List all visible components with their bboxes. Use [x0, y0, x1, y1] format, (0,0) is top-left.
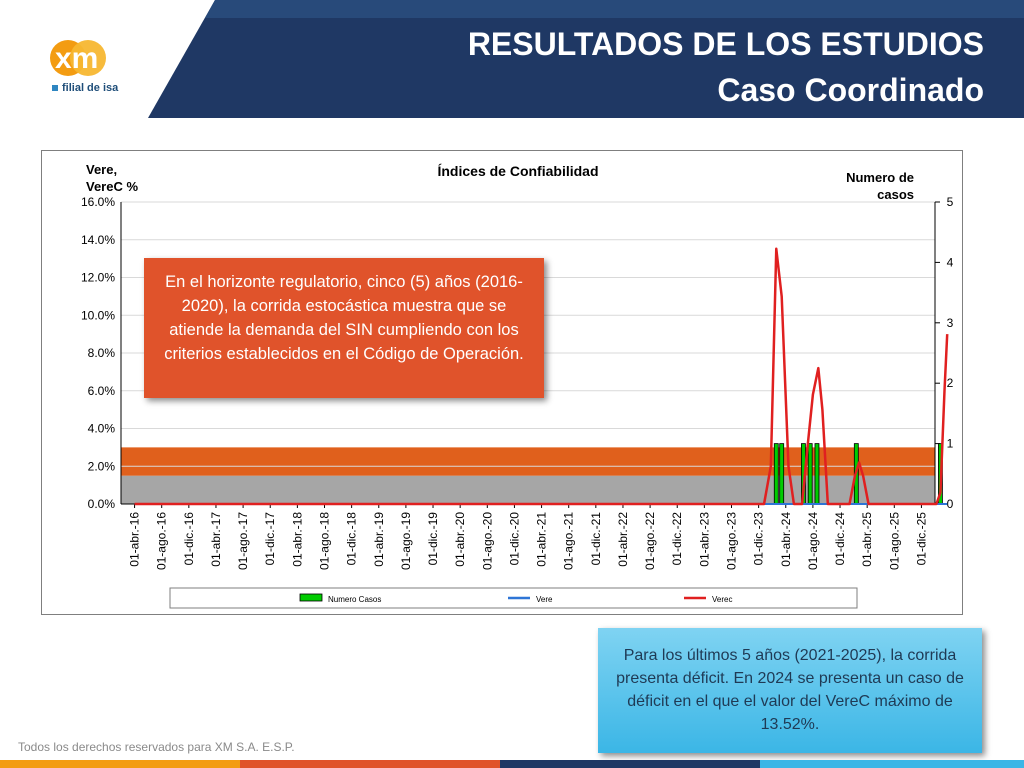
threshold-band-1	[121, 447, 935, 476]
y-tick-label: 16.0%	[81, 195, 115, 209]
page-subtitle: Caso Coordinado	[717, 72, 984, 108]
threshold-band-0	[121, 475, 935, 504]
x-tick-label: 01-abr.-19	[372, 512, 386, 567]
legend-label: Numero Casos	[328, 595, 381, 604]
casos-bar	[773, 443, 779, 505]
x-tick-label: 01-dic.-21	[589, 512, 603, 566]
logo-subtext-label: filial de isa	[62, 82, 119, 94]
casos-bar	[779, 443, 785, 505]
x-tick-label: 01-ago.-21	[562, 512, 576, 570]
x-tick-label: 01-ago.-19	[399, 512, 413, 570]
casos-bar	[807, 443, 813, 505]
y2-tick-label: 2	[947, 376, 954, 390]
x-tick-label: 01-abr.-23	[697, 512, 711, 567]
y-tick-label: 6.0%	[88, 384, 116, 398]
y2-axis-label: Numero de	[846, 170, 914, 185]
x-tick-label: 01-abr.-18	[290, 512, 304, 567]
y-tick-label: 12.0%	[81, 271, 115, 285]
legend-label: Vere	[536, 595, 553, 604]
callout-orange: En el horizonte regulatorio, cinco (5) a…	[144, 258, 544, 398]
header: xm filial de isa RESULTADOS DE LOS ESTUD…	[0, 0, 1024, 120]
chart-title: Índices de Confiabilidad	[437, 163, 598, 179]
callout-blue: Para los últimos 5 años (2021-2025), la …	[598, 628, 982, 753]
x-tick-label: 01-ago.-23	[725, 512, 739, 570]
x-tick-label: 01-dic.-24	[833, 512, 847, 566]
x-tick-label: 01-abr.-17	[209, 512, 223, 567]
x-tick-label: 01-ago.-22	[643, 512, 657, 570]
x-tick-label: 01-ago.-20	[480, 512, 494, 570]
y2-tick-label: 0	[947, 497, 954, 511]
x-tick-label: 01-abr.-16	[128, 512, 142, 567]
header-background	[148, 0, 1024, 118]
y-tick-label: 4.0%	[88, 422, 116, 436]
y2-tick-label: 4	[947, 255, 954, 269]
y-axis-label: Vere,	[86, 162, 117, 177]
x-tick-label: 01-ago.-25	[887, 512, 901, 570]
logo-subtext: filial de isa	[52, 82, 118, 94]
x-tick-label: 01-abr.-21	[535, 512, 549, 567]
y2-tick-label: 1	[947, 437, 954, 451]
x-tick-label: 01-dic.-18	[345, 512, 359, 566]
x-tick-label: 01-dic.-19	[426, 512, 440, 566]
xm-logo: xm	[50, 40, 106, 76]
y-tick-label: 0.0%	[88, 497, 116, 511]
y2-tick-label: 3	[947, 316, 954, 330]
legend-label: Verec	[712, 595, 732, 604]
x-tick-label: 01-dic.-25	[914, 512, 928, 566]
footer-copyright: Todos los derechos reservados para XM S.…	[18, 740, 295, 754]
x-tick-label: 01-abr.-22	[616, 512, 630, 567]
y-axis-label: VereC %	[86, 179, 138, 194]
logo-text: xm	[55, 42, 98, 75]
casos-bar	[814, 443, 820, 505]
y2-axis-label: casos	[877, 187, 914, 202]
verec-line	[134, 247, 949, 506]
bottom-color-bar	[0, 760, 1024, 768]
reliability-chart: 0.0% 2.0% 4.0% 6.0% 8.0% 10.0% 12.0% 14.0% 16.0%…	[81, 162, 954, 609]
x-tick-label: 01-dic.-17	[263, 512, 277, 566]
x-tick-label: 01-abr.-24	[779, 512, 793, 567]
legend-swatch-casos	[299, 593, 323, 602]
x-tick-label: 01-dic.-20	[507, 512, 521, 566]
y-tick-label: 8.0%	[88, 346, 116, 360]
page-title: RESULTADOS DE LOS ESTUDIOS	[467, 26, 984, 62]
y-tick-label: 2.0%	[88, 459, 116, 473]
y2-tick-label: 5	[947, 195, 954, 209]
x-tick-label: 01-dic.-22	[670, 512, 684, 566]
x-tick-label: 01-abr.-20	[453, 512, 467, 567]
y-tick-label: 14.0%	[81, 233, 115, 247]
x-tick-label: 01-ago.-17	[236, 512, 250, 570]
x-tick-label: 01-ago.-24	[806, 512, 820, 570]
x-tick-label: 01-ago.-18	[318, 512, 332, 570]
y-tick-label: 10.0%	[81, 308, 115, 322]
x-tick-label: 01-dic.-16	[182, 512, 196, 566]
x-tick-label: 01-abr.-25	[860, 512, 874, 567]
x-tick-label: 01-ago.-16	[155, 512, 169, 570]
x-tick-label: 01-dic.-23	[752, 512, 766, 566]
